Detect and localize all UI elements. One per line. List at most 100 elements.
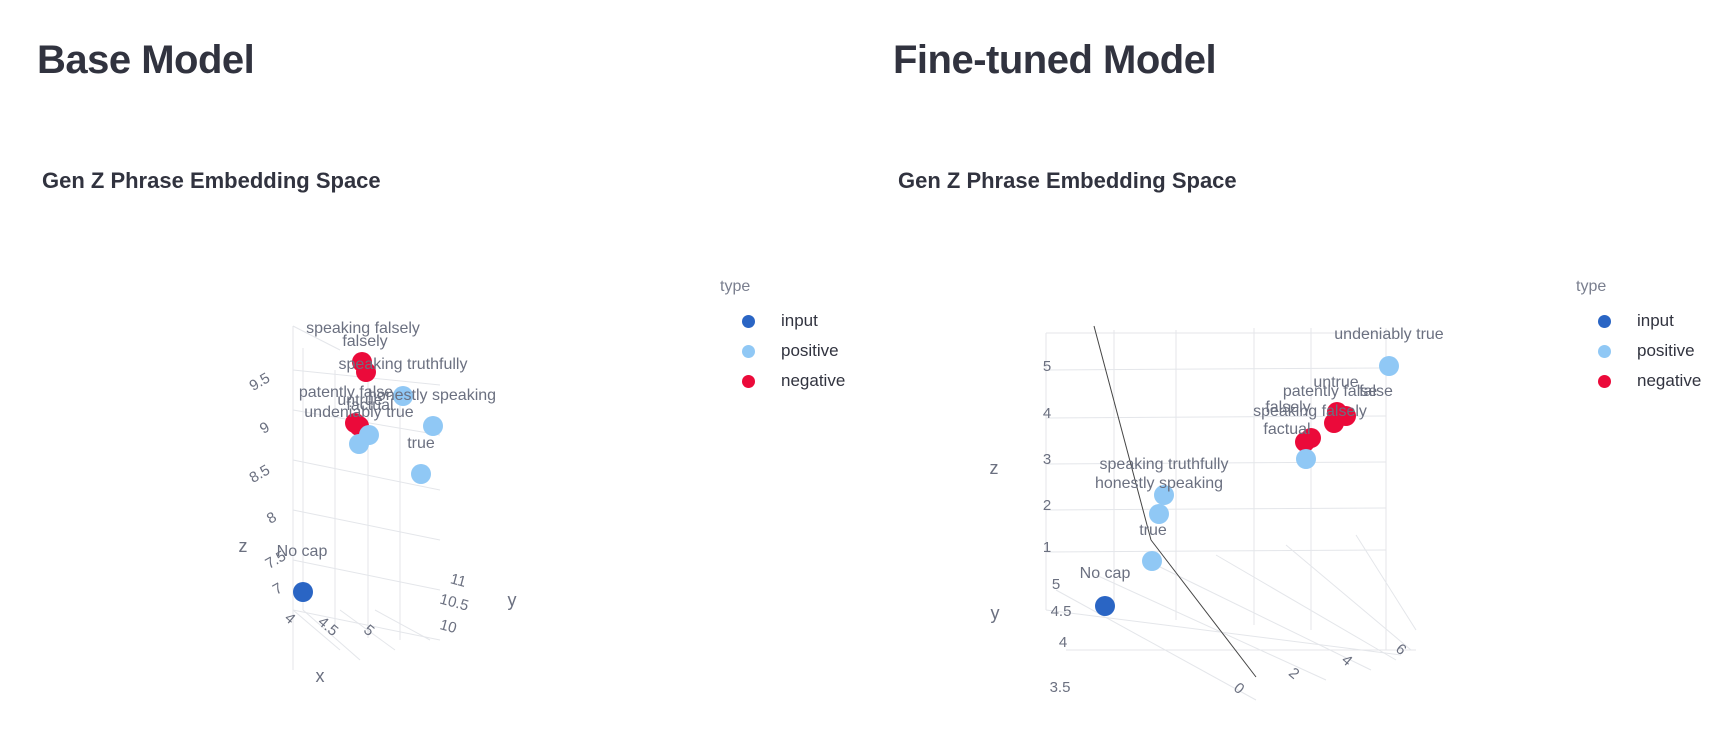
point-label: speaking truthfully (339, 356, 468, 373)
grid-line (1045, 609, 1402, 656)
axis-tick-label: 5 (1043, 358, 1051, 375)
chart-title: Gen Z Phrase Embedding Space (42, 168, 381, 193)
grid-line (1095, 574, 1327, 681)
data-point-input[interactable] (293, 582, 313, 602)
panel-fine-tuned-model: Fine-tuned Model Gen Z Phrase Embedding … (856, 0, 1712, 741)
grid-line (1355, 534, 1417, 631)
legend-item-positive[interactable]: positive (1576, 336, 1712, 366)
grid-line (292, 509, 441, 541)
data-point-positive[interactable] (1154, 485, 1174, 505)
axis-tick-label: 8 (264, 509, 280, 528)
axis-tick-label: 4 (1338, 651, 1355, 669)
data-point-positive[interactable] (349, 434, 369, 454)
grid-line (1215, 554, 1397, 661)
data-point-positive[interactable] (411, 464, 431, 484)
grid-line (292, 325, 341, 351)
point-label: false (1359, 383, 1393, 400)
point-label: patently false (1283, 383, 1377, 400)
data-point-positive[interactable] (1149, 504, 1169, 524)
axis-tick-label: 5 (1052, 576, 1060, 593)
data-point-negative[interactable] (1324, 413, 1344, 433)
grid-line (292, 609, 441, 641)
legend-title: type (720, 278, 751, 295)
legend-marker (742, 314, 755, 328)
point-label: speaking falsely (306, 320, 420, 337)
axis-title: y (508, 590, 517, 610)
scene-grid (292, 325, 441, 670)
data-point-positive[interactable] (393, 386, 413, 406)
data-point-negative[interactable] (356, 362, 376, 382)
legend-item-input[interactable]: input (1576, 306, 1712, 336)
legend-marker (1598, 344, 1611, 358)
point-label: honestly speaking (368, 387, 496, 404)
axis-tick-label: 2 (1043, 497, 1051, 514)
grid-line (1045, 507, 1387, 511)
legend: type input positive negative (1576, 278, 1712, 396)
grid-line (292, 609, 341, 651)
grid-line (1045, 461, 1387, 465)
axis-title: z (239, 536, 248, 556)
grid-line (1045, 367, 1387, 371)
point-label: true (1139, 522, 1167, 539)
section-title: Fine-tuned Model (893, 38, 1217, 82)
legend-item-input[interactable]: input (720, 306, 860, 336)
legend-label: positive (1637, 341, 1695, 360)
axis-tick-label: 3 (1043, 451, 1051, 468)
point-label: falsely (342, 333, 387, 350)
axis-tick-label: 4 (281, 609, 298, 627)
point-label: undeniably true (304, 404, 414, 421)
axis-tick-label: 9.5 (246, 370, 273, 395)
axis-tick-label: 8.5 (246, 462, 273, 487)
data-point-positive[interactable] (1142, 551, 1162, 571)
point-label: falsely (1265, 399, 1310, 416)
legend-item-negative[interactable]: negative (720, 366, 860, 396)
grid-line (292, 559, 441, 591)
panel-base-model: Base Model Gen Z Phrase Embedding Space … (0, 38, 845, 710)
axis-title: y (991, 603, 1000, 623)
legend-marker (742, 374, 755, 388)
legend: type input positive negative (720, 278, 860, 396)
legend-label: input (1637, 311, 1674, 330)
axis-tick-label: 4 (1043, 405, 1051, 422)
axis-tick-label: 11 (448, 570, 467, 590)
legend-label: positive (781, 341, 839, 360)
point-label: No cap (277, 543, 328, 560)
legend-item-positive[interactable]: positive (720, 336, 860, 366)
axis-tick-label: 2 (1285, 664, 1302, 682)
legend-marker (1598, 314, 1611, 328)
axis-tick-label: 3.5 (1050, 679, 1071, 696)
data-point-negative[interactable] (1295, 432, 1315, 452)
section-title: Base Model (37, 38, 255, 82)
scene-grid (1045, 325, 1417, 701)
axis-title: z (990, 458, 999, 478)
legend-label: negative (781, 371, 846, 390)
data-point-positive[interactable] (423, 416, 443, 436)
axis-tick-label: 10 (438, 616, 459, 637)
grid-line (374, 609, 431, 641)
legend-title: type (1576, 278, 1607, 295)
data-point-input[interactable] (1095, 596, 1115, 616)
axis-tick-label: 7 (270, 580, 286, 599)
axis-tick-label: 9 (257, 419, 273, 438)
axis-tick-label: 4.5 (314, 613, 341, 639)
axis-tick-label: 4 (1059, 634, 1067, 651)
axis-tick-label: 1 (1043, 539, 1051, 556)
grid-line (1285, 544, 1412, 651)
grid-line (1055, 589, 1257, 701)
axis-line (1093, 325, 1152, 541)
grid-line (339, 609, 396, 651)
point-label: factual (1263, 421, 1310, 438)
grid-line (292, 459, 441, 491)
legend-item-negative[interactable]: negative (1576, 366, 1712, 396)
grid-line (1045, 549, 1387, 553)
point-label: speaking truthfully (1100, 456, 1229, 473)
grid-line (302, 609, 361, 661)
point-label: No cap (1080, 565, 1131, 582)
point-label: honestly speaking (1095, 475, 1223, 492)
grid-line (1155, 564, 1372, 671)
data-point-positive[interactable] (1379, 356, 1399, 376)
legend-marker (742, 344, 755, 358)
data-point-positive[interactable] (1296, 449, 1316, 469)
